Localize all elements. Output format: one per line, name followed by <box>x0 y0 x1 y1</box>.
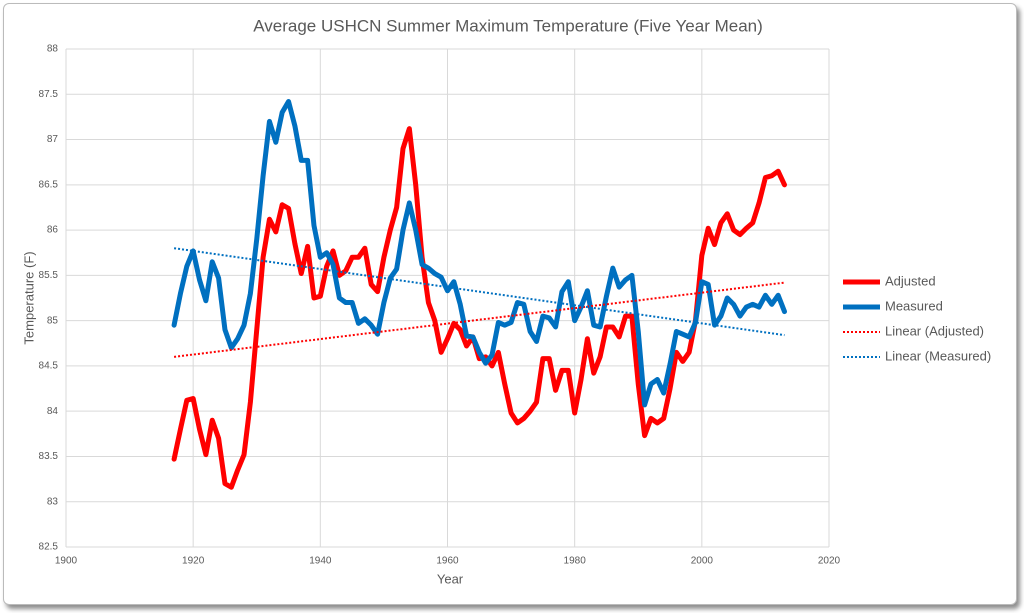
y-tick-label: 88 <box>47 44 59 55</box>
x-tick-label: 2000 <box>691 556 714 567</box>
x-axis-label: Year <box>437 571 464 586</box>
y-tick-label: 87 <box>47 134 59 145</box>
y-tick-label: 86.5 <box>39 179 59 190</box>
x-tick-label: 1940 <box>309 556 332 567</box>
series-line <box>171 99 787 408</box>
x-tick-label: 1980 <box>564 556 587 567</box>
legend-label: Linear (Measured) <box>885 348 991 363</box>
trend-line <box>173 247 785 337</box>
x-tick-label: 2020 <box>818 556 841 567</box>
series-line <box>171 126 787 490</box>
y-tick-label: 87.5 <box>39 89 59 100</box>
chart-title: Average USHCN Summer Maximum Temperature… <box>253 16 763 35</box>
y-tick-label: 85.5 <box>39 270 59 281</box>
x-tick-label: 1900 <box>55 556 78 567</box>
y-tick-label: 83.5 <box>39 451 59 462</box>
y-tick-label: 84.5 <box>39 361 59 372</box>
legend-label: Measured <box>885 298 943 313</box>
y-tick-label: 82.5 <box>39 542 59 553</box>
chart-card <box>3 3 1017 605</box>
y-tick-label: 85 <box>47 315 59 326</box>
y-tick-label: 84 <box>47 406 59 417</box>
legend-label: Linear (Adjusted) <box>885 323 984 338</box>
y-tick-label: 86 <box>47 225 59 236</box>
x-tick-label: 1920 <box>182 556 205 567</box>
y-tick-label: 83 <box>47 496 59 507</box>
x-tick-label: 1960 <box>436 556 459 567</box>
trend-line <box>173 281 785 358</box>
legend-label: Adjusted <box>885 273 936 288</box>
y-axis-label: Temperature (F) <box>21 251 36 344</box>
